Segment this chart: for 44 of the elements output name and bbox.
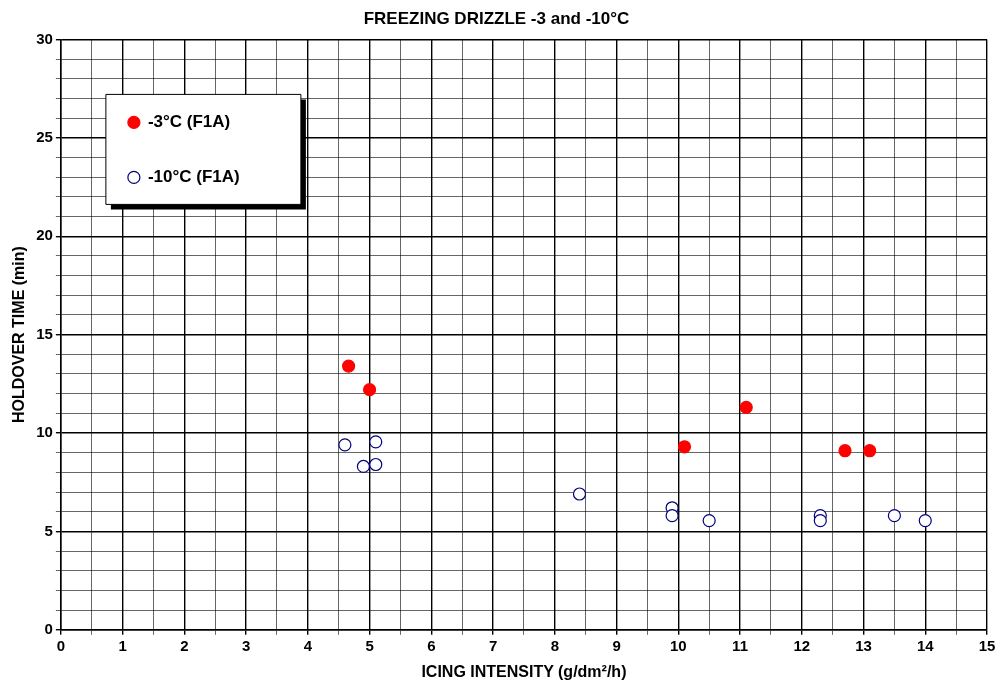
y-tick-label: 25 [36, 127, 53, 145]
x-tick-label: 11 [732, 636, 748, 654]
x-tick-label: 6 [427, 636, 436, 654]
y-tick-label: 5 [44, 521, 53, 539]
legend-label: -10°C (F1A) [147, 167, 240, 187]
chart-title: FREEZING DRIZZLE -3 and -10°C [363, 8, 630, 28]
point [572, 487, 587, 501]
x-tick-label: 3 [241, 636, 251, 654]
y-tick-label: 30 [36, 29, 53, 47]
point [887, 509, 901, 523]
x-tick-label: 2 [180, 636, 189, 654]
y-tick-label: 20 [36, 226, 53, 244]
x-axis-title: ICING INTENSITY (g/dm²/h) [421, 662, 627, 680]
x-tick-label: 9 [612, 636, 621, 654]
legend-label: -3°C (F1A) [147, 112, 231, 132]
point [338, 438, 352, 452]
point [838, 444, 852, 458]
point [918, 513, 932, 528]
point [356, 459, 371, 474]
x-tick-label: 4 [303, 636, 313, 654]
x-tick-label: 5 [365, 636, 374, 654]
point [369, 457, 383, 472]
point [369, 435, 383, 449]
y-tick-label: 0 [44, 619, 53, 637]
x-tick-label: 13 [855, 636, 872, 654]
point [665, 509, 679, 523]
y-axis-title: HOLDOVER TIME (min) [10, 246, 28, 424]
point [677, 440, 692, 454]
point [863, 444, 877, 458]
y-tick-label: 15 [36, 324, 53, 342]
point [739, 400, 753, 415]
x-tick-label: 8 [550, 636, 559, 654]
x-tick-label: 0 [56, 636, 66, 654]
x-tick-label: 14 [916, 636, 935, 654]
x-tick-label: 12 [793, 636, 811, 654]
x-tick-label: 10 [669, 636, 687, 654]
point [813, 513, 827, 528]
y-tick-label: 10 [36, 423, 53, 441]
point [702, 513, 716, 528]
x-tick-label: 7 [488, 636, 498, 654]
x-tick-label: 15 [978, 636, 996, 654]
point [342, 359, 356, 373]
point [362, 383, 377, 397]
x-tick-label: 1 [118, 636, 127, 654]
